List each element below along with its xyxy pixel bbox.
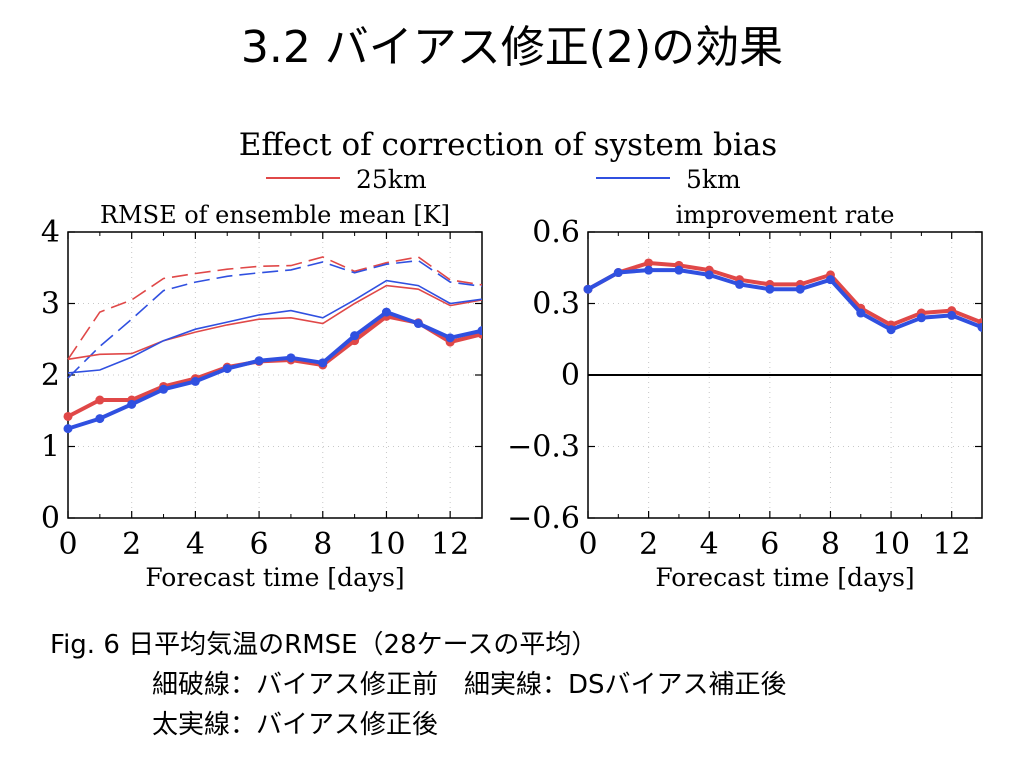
series-group <box>63 256 482 434</box>
x-tick-label: 6 <box>250 527 269 562</box>
y-tick-label: −0.6 <box>507 501 580 536</box>
plot-frame <box>67 231 483 519</box>
series-25km-thick-dots-line <box>587 261 982 327</box>
series-5km-thick-dots-point <box>704 270 714 280</box>
series-25km-thick-dots-point <box>63 411 73 421</box>
y-tick-label: 0.3 <box>532 287 580 322</box>
x-tick-label: 8 <box>821 527 840 562</box>
y-tick-label: 2 <box>41 358 60 393</box>
x-tick-label: 4 <box>186 527 205 562</box>
x-axis-label: Forecast time [days] <box>655 563 914 592</box>
x-tick-label: 0 <box>578 527 597 562</box>
legend-label-25km: 25km <box>356 165 427 194</box>
series-5km-thick-dots-point <box>318 358 328 368</box>
legend: 25km 5km <box>266 165 741 194</box>
series-25km-dashed-thin-line <box>67 256 482 360</box>
series-5km-thick-dots-point <box>583 284 593 294</box>
series-5km-thick-dots-point <box>95 414 105 424</box>
series-5km-thick-dots-point <box>127 399 137 409</box>
y-tick-label: 0 <box>561 358 580 393</box>
series-5km-thick-dots-point <box>947 310 957 320</box>
x-tick-label: 12 <box>431 527 469 562</box>
series-5km-thick-dots-point <box>286 353 296 363</box>
slide-title: 3.2 バイアス修正(2)の効果 <box>240 22 784 73</box>
series-5km-thick-dots-point <box>765 284 775 294</box>
x-tick-label: 2 <box>639 527 658 562</box>
y-tick-label: 4 <box>41 215 60 250</box>
x-axis-label: Forecast time [days] <box>145 563 404 592</box>
series-5km-thick-dots-point <box>916 313 926 323</box>
caption-legend-thin: 細破線：バイアス修正前 細実線：DSバイアス補正後 <box>152 670 787 700</box>
series-5km-thick-dots-point <box>350 331 360 341</box>
y-tick-label: 0 <box>41 501 60 536</box>
series-5km-thick-dots-point <box>825 275 835 285</box>
legend-label-5km: 5km <box>686 165 741 194</box>
series-group <box>583 258 982 335</box>
series-5km-thick-dots-line <box>67 310 482 431</box>
series-5km-thick-dots-point <box>381 307 391 317</box>
caption-legend-thick: 太実線：バイアス修正後 <box>152 710 439 740</box>
series-5km-thick-dots-line <box>587 268 982 332</box>
x-tick-label: 4 <box>700 527 719 562</box>
series-25km-solid-thin-line <box>67 284 482 361</box>
y-tick-label: 0.6 <box>532 215 580 250</box>
series-5km-thick-dots-point <box>159 384 169 394</box>
x-tick-label: 10 <box>872 527 910 562</box>
series-5km-dashed-thin-line <box>67 259 482 379</box>
x-tick-label: 12 <box>933 527 971 562</box>
figure-caption: Fig. 6 日平均気温のRMSE（28ケースの平均） <box>50 630 598 660</box>
series-5km-thick-dots-point <box>413 319 423 329</box>
improvement-rate-panel: 0 2 4 6 8 10 12 −0.6 −0.3 0 0.3 0.6 improvement rate… <box>507 201 983 592</box>
series-5km-thick-dots-point <box>886 325 896 335</box>
series-25km-thick-dots-point <box>644 258 654 268</box>
x-tick-label: 0 <box>58 527 77 562</box>
x-tick-label: 6 <box>760 527 779 562</box>
series-5km-thick-dots-point <box>445 333 455 343</box>
y-tick-label: 3 <box>41 287 60 322</box>
series-5km-thick-dots-point <box>63 424 73 434</box>
series-5km-thick-dots-point <box>190 376 200 386</box>
series-5km-thick-dots-point <box>735 279 745 289</box>
series-5km-thick-dots-point <box>856 308 866 318</box>
x-tick-label: 10 <box>367 527 405 562</box>
x-tick-label: 8 <box>313 527 332 562</box>
series-25km-thick-dots-point <box>95 395 105 405</box>
figure-title: Effect of correction of system bias <box>239 127 777 163</box>
series-5km-thick-dots-point <box>977 322 982 332</box>
series-5km-thick-dots-point <box>795 284 805 294</box>
series-5km-thick-dots-point <box>222 364 232 374</box>
series-5km-thick-dots-point <box>477 326 482 336</box>
y-tick-label: −0.3 <box>507 430 580 465</box>
series-5km-thick-dots-point <box>613 268 623 278</box>
series-5km-thick-dots-point <box>644 265 654 275</box>
panel-title: improvement rate <box>676 201 895 229</box>
series-5km-thick-dots-point <box>254 356 264 366</box>
series-5km-thick-dots-point <box>674 265 684 275</box>
x-tick-label: 2 <box>122 527 141 562</box>
y-tick-label: 1 <box>41 430 60 465</box>
series-5km-solid-thin-line <box>67 279 482 374</box>
panel-title: RMSE of ensemble mean [K] <box>100 201 450 229</box>
